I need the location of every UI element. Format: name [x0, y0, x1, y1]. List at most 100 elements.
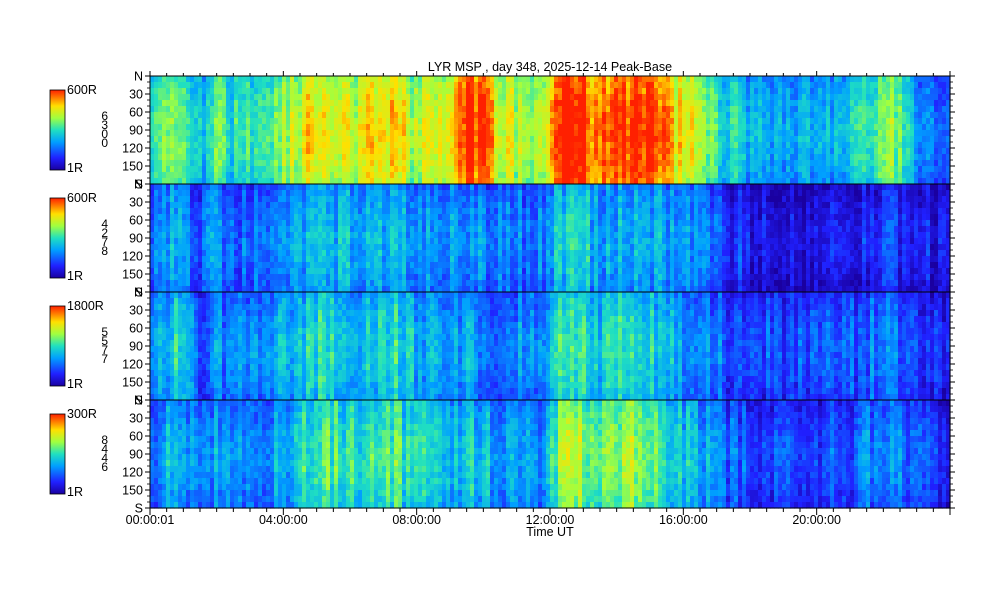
heatmap-cell	[362, 286, 367, 293]
heatmap-cell	[778, 130, 783, 137]
heatmap-cell	[854, 106, 859, 113]
heatmap-cell	[302, 100, 307, 107]
heatmap-cell	[318, 196, 323, 203]
heatmap-cell	[366, 94, 371, 101]
heatmap-cell	[442, 94, 447, 101]
heatmap-cell	[418, 184, 423, 191]
heatmap-cell	[426, 280, 431, 287]
heatmap-cell	[686, 118, 691, 125]
heatmap-cell	[278, 250, 283, 257]
heatmap-cell	[778, 124, 783, 131]
heatmap-cell	[922, 82, 927, 89]
heatmap-cell	[454, 178, 459, 185]
heatmap-cell	[214, 256, 219, 263]
heatmap-cell	[634, 166, 639, 173]
heatmap-cell	[770, 82, 775, 89]
heatmap-cell	[462, 136, 467, 143]
heatmap-cell	[262, 154, 267, 161]
heatmap-cell	[214, 148, 219, 155]
heatmap-cell	[658, 172, 663, 179]
heatmap-cell	[326, 178, 331, 185]
heatmap-cell	[226, 226, 231, 233]
channel-digit: 0	[101, 136, 108, 150]
heatmap-cell	[338, 130, 343, 137]
heatmap-cell	[822, 76, 827, 83]
heatmap-cell	[266, 196, 271, 203]
heatmap-cell	[338, 220, 343, 227]
heatmap-cell	[366, 190, 371, 197]
heatmap-cell	[290, 214, 295, 221]
heatmap-cell	[290, 250, 295, 257]
heatmap-cell	[442, 220, 447, 227]
heatmap-cell	[550, 106, 555, 113]
heatmap-cell	[922, 166, 927, 173]
heatmap-cell	[194, 178, 199, 185]
heatmap-cell	[374, 76, 379, 83]
heatmap-cell	[266, 274, 271, 281]
heatmap-cell	[622, 94, 627, 101]
heatmap-cell	[378, 76, 383, 83]
heatmap-cell	[778, 88, 783, 95]
heatmap-cell	[610, 166, 615, 173]
heatmap-cell	[254, 172, 259, 179]
heatmap-cell	[654, 106, 659, 113]
heatmap-cell	[358, 250, 363, 257]
heatmap-cell	[422, 208, 427, 215]
heatmap-cell	[350, 148, 355, 155]
heatmap-cell	[738, 178, 743, 185]
heatmap-cell	[386, 88, 391, 95]
heatmap-cell	[286, 202, 291, 209]
heatmap-cell	[514, 100, 519, 107]
heatmap-cell	[382, 76, 387, 83]
heatmap-cell	[562, 148, 567, 155]
heatmap-cell	[630, 76, 635, 83]
y-tick-label: 30	[129, 88, 143, 102]
heatmap-cell	[482, 112, 487, 119]
heatmap-cell	[266, 232, 271, 239]
heatmap-cell	[590, 172, 595, 179]
heatmap-cell	[214, 118, 219, 125]
heatmap-cell	[458, 82, 463, 89]
heatmap-cell	[430, 118, 435, 125]
heatmap-cell	[170, 112, 175, 119]
heatmap-cell	[362, 178, 367, 185]
heatmap-cell	[214, 142, 219, 149]
heatmap-cell	[526, 130, 531, 137]
heatmap-cell	[194, 250, 199, 257]
heatmap-cell	[422, 214, 427, 221]
heatmap-cell	[942, 142, 947, 149]
heatmap-cell	[422, 202, 427, 209]
heatmap-cell	[530, 106, 535, 113]
heatmap-cell	[310, 202, 315, 209]
heatmap-cell	[206, 268, 211, 275]
heatmap-cell	[742, 166, 747, 173]
heatmap-cell	[862, 100, 867, 107]
heatmap-cell	[286, 238, 291, 245]
heatmap-cell	[198, 148, 203, 155]
heatmap-cell	[850, 130, 855, 137]
heatmap-cell	[770, 178, 775, 185]
heatmap-cell	[278, 202, 283, 209]
heatmap-cell	[226, 94, 231, 101]
heatmap-cell	[390, 178, 395, 185]
heatmap-cell	[394, 280, 399, 287]
heatmap-cell	[870, 112, 875, 119]
heatmap-cell	[214, 274, 219, 281]
heatmap-cell	[614, 172, 619, 179]
heatmap-cell	[242, 208, 247, 215]
heatmap-cell	[326, 244, 331, 251]
heatmap-cell	[546, 142, 551, 149]
heatmap-cell	[382, 172, 387, 179]
heatmap-cell	[898, 118, 903, 125]
heatmap-cell	[490, 76, 495, 83]
heatmap-cell	[538, 112, 543, 119]
heatmap-cell	[422, 76, 427, 83]
heatmap-cell	[786, 172, 791, 179]
heatmap-cell	[330, 88, 335, 95]
heatmap-cell	[366, 244, 371, 251]
heatmap-cell	[222, 124, 227, 131]
heatmap-cell	[834, 94, 839, 101]
heatmap-cell	[722, 88, 727, 95]
heatmap-cell	[798, 172, 803, 179]
heatmap-cell	[886, 112, 891, 119]
